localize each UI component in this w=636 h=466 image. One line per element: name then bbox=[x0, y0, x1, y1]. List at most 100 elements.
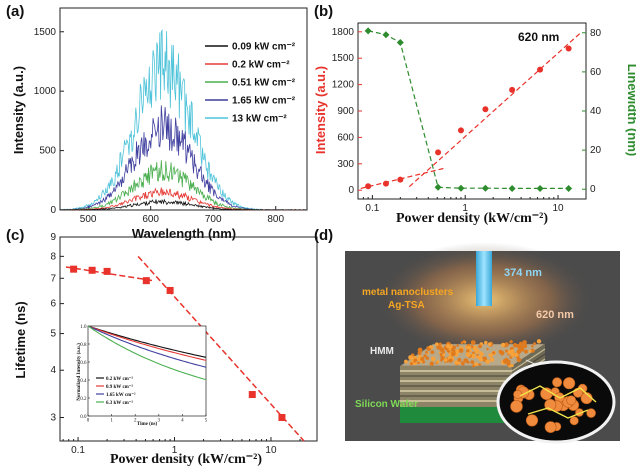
panel-a-xtick-label: 500 bbox=[80, 214, 97, 225]
inset-ytick-label: 0.0 bbox=[80, 415, 87, 420]
panel-b-ytick-left-label: 0 bbox=[348, 185, 354, 196]
nanocluster-dot bbox=[474, 362, 479, 367]
nanocluster-dot bbox=[487, 342, 492, 347]
panel-b-linewidth-line bbox=[367, 30, 569, 189]
panel-b-linewidth-point bbox=[382, 31, 390, 39]
nanocluster-dot bbox=[519, 341, 523, 346]
zoom-particle bbox=[566, 395, 577, 406]
nanocluster-dot bbox=[448, 358, 453, 363]
panel-b-xtick-label: 10 bbox=[552, 203, 564, 214]
inset-ytick-label: 0.2 bbox=[80, 397, 87, 402]
zoom-particle bbox=[586, 408, 596, 418]
nanocluster-dot bbox=[413, 358, 418, 363]
inset-series-1 bbox=[87, 325, 207, 361]
nanocluster-dot bbox=[512, 343, 518, 348]
nanocluster-dot bbox=[458, 348, 464, 353]
nanoclusters-label: metal nanoclusters bbox=[362, 287, 454, 298]
nanocluster-dot bbox=[460, 341, 464, 345]
wafer-front bbox=[400, 407, 512, 423]
panel-b-linewidth-point bbox=[508, 184, 516, 192]
inset-xtick-label: 3 bbox=[158, 419, 161, 424]
nanocluster-dot bbox=[478, 344, 482, 349]
nanocluster-dot bbox=[469, 349, 472, 353]
laser-beam bbox=[476, 251, 492, 306]
nanocluster-dot bbox=[489, 357, 495, 362]
panel-b-ylabel-right: Linewidth (nm) bbox=[625, 64, 636, 156]
nanocluster-dot bbox=[446, 343, 451, 349]
panel-c-ytick-label: 8 bbox=[50, 251, 56, 262]
nanocluster-dot bbox=[429, 361, 434, 366]
nanocluster-dot bbox=[479, 351, 483, 355]
nanocluster-dot bbox=[448, 350, 451, 353]
nanocluster-particles bbox=[404, 339, 542, 368]
nanocluster-dot bbox=[423, 354, 427, 358]
panel-b-fit-high bbox=[408, 31, 583, 188]
panel-b-ticks: 0.1 1 10 0 300 600 900 1200 1500 1800 0 20 40 60 80 bbox=[332, 27, 602, 214]
panel-a: (a) 500 600 700 800 0 500 1000 1500 0.09 kW cm⁻… bbox=[6, 3, 308, 241]
nanocluster-dot bbox=[511, 354, 514, 358]
panel-b-xtick-label: 0.1 bbox=[365, 203, 379, 214]
panel-c-frame bbox=[59, 236, 318, 442]
nanocluster-dot bbox=[409, 362, 414, 366]
nanocluster-dot bbox=[420, 356, 425, 362]
inset-series-2 bbox=[87, 325, 207, 368]
panel-b-linewidth-point bbox=[457, 184, 465, 192]
panel-c-ytick-label: 9 bbox=[50, 232, 56, 243]
panel-a-ylabel: Intensity (a.u.) bbox=[11, 66, 26, 154]
nanocluster-dot bbox=[430, 356, 436, 362]
panel-a-xtick-label: 600 bbox=[142, 214, 159, 225]
panel-b-xlabel: Power density (kW/cm⁻²) bbox=[396, 211, 548, 226]
panel-b-linewidth-point bbox=[565, 184, 573, 192]
nanocluster-dot bbox=[492, 351, 496, 355]
nanocluster-dot bbox=[522, 340, 527, 345]
nanocluster-dot bbox=[470, 360, 475, 364]
zoom-link-line bbox=[519, 385, 597, 403]
nanocluster-dot bbox=[441, 350, 445, 354]
panel-a-frame bbox=[59, 7, 308, 211]
nanocluster-dot bbox=[478, 363, 482, 366]
inset-ylabel: Normalized Intensity (a.u.) bbox=[77, 343, 82, 401]
nanocluster-dot bbox=[466, 345, 472, 351]
panel-c-ytick-label: 4 bbox=[50, 365, 56, 376]
panel-a-xtick-label: 700 bbox=[205, 214, 222, 225]
zoom-particle bbox=[569, 416, 579, 426]
nanocluster-dot bbox=[510, 349, 515, 354]
nanocluster-dot bbox=[408, 355, 413, 360]
panel-c-lifetime-point bbox=[70, 265, 78, 273]
panel-a-ytick-label: 0 bbox=[50, 205, 56, 216]
panel-c-lifetime-point bbox=[278, 413, 286, 421]
nanocluster-dot bbox=[442, 353, 446, 357]
nanocluster-dot bbox=[435, 342, 439, 347]
panel-a-legend: 0.09 kW cm⁻² 0.2 kW cm⁻² 0.51 kW cm⁻² 1.65 … bbox=[205, 42, 296, 125]
panel-c-lifetime-point bbox=[103, 267, 111, 275]
inset-ytick-label: 0.8 bbox=[80, 343, 87, 348]
panel-c-lifetime-point bbox=[166, 286, 174, 294]
inset-legend-label: 0.2 kW cm⁻² bbox=[106, 376, 133, 382]
nanocluster-dot bbox=[531, 345, 534, 348]
panel-d: (d) 374 nm 620 nm metal nanoclusters Ag-… bbox=[314, 227, 620, 444]
nanocluster-dot bbox=[506, 361, 511, 366]
panel-b-linewidth-point bbox=[396, 39, 404, 47]
panel-c-lifetime-point bbox=[88, 266, 96, 274]
panel-a-ytick-label: 1000 bbox=[34, 86, 57, 97]
nanocluster-dot bbox=[466, 360, 470, 364]
panel-b-intensity-point bbox=[509, 86, 516, 93]
panel-b-ytick-left-label: 900 bbox=[337, 106, 354, 117]
panel-a-xtick-label: 800 bbox=[267, 214, 284, 225]
panel-b: (b) 0.1 1 10 0 300 600 900 1200 1500 1800 0 20 40 60 8… bbox=[313, 3, 636, 226]
nanocluster-dot bbox=[436, 360, 440, 364]
nanocluster-dot bbox=[470, 353, 476, 359]
inset-xtick-label: 0 bbox=[87, 419, 90, 424]
inset-xtick-label: 5 bbox=[205, 419, 208, 424]
nanocluster-dot bbox=[456, 344, 459, 347]
panel-c-xtick-label: 1 bbox=[172, 445, 178, 456]
panel-d-letter: (d) bbox=[314, 227, 333, 244]
panel-a-series-1 bbox=[59, 187, 307, 211]
panel-b-intensity-point bbox=[482, 106, 489, 113]
zoom-particle bbox=[510, 400, 523, 413]
inset-legend-label: 6.3 kW cm⁻² bbox=[106, 400, 133, 406]
inset-legend-label: 0.9 kW cm⁻² bbox=[106, 384, 133, 390]
nanocluster-dot bbox=[504, 357, 509, 362]
